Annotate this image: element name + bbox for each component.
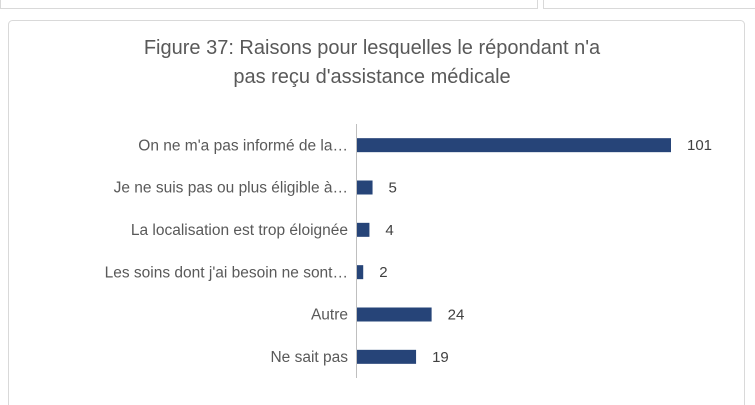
panel-border [543,0,755,9]
panel-border [0,0,538,9]
bar [357,349,417,364]
chart-title: Figure 37: Raisons pour lesquelles le ré… [144,37,601,88]
data-label: 24 [448,306,465,323]
chart-frame [8,20,745,405]
data-label: 2 [379,264,387,281]
bar [357,307,432,322]
y-tick-label: Autre [311,307,348,324]
y-tick-label: Les soins dont j'ai besoin ne sont… [105,264,348,281]
data-label: 101 [687,137,712,154]
y-tick-label: La localisation est trop éloignée [131,222,348,239]
y-tick-label: Je ne suis pas ou plus éligible à… [114,180,348,197]
bar [357,222,370,237]
y-tick-label: Ne sait pas [270,349,348,366]
y-tick-label: On ne m'a pas informé de la… [138,137,348,154]
bar [357,265,364,280]
bar [357,180,373,195]
data-label: 4 [385,222,393,239]
bar [357,138,671,153]
data-label: 19 [432,349,449,366]
data-label: 5 [389,179,397,196]
